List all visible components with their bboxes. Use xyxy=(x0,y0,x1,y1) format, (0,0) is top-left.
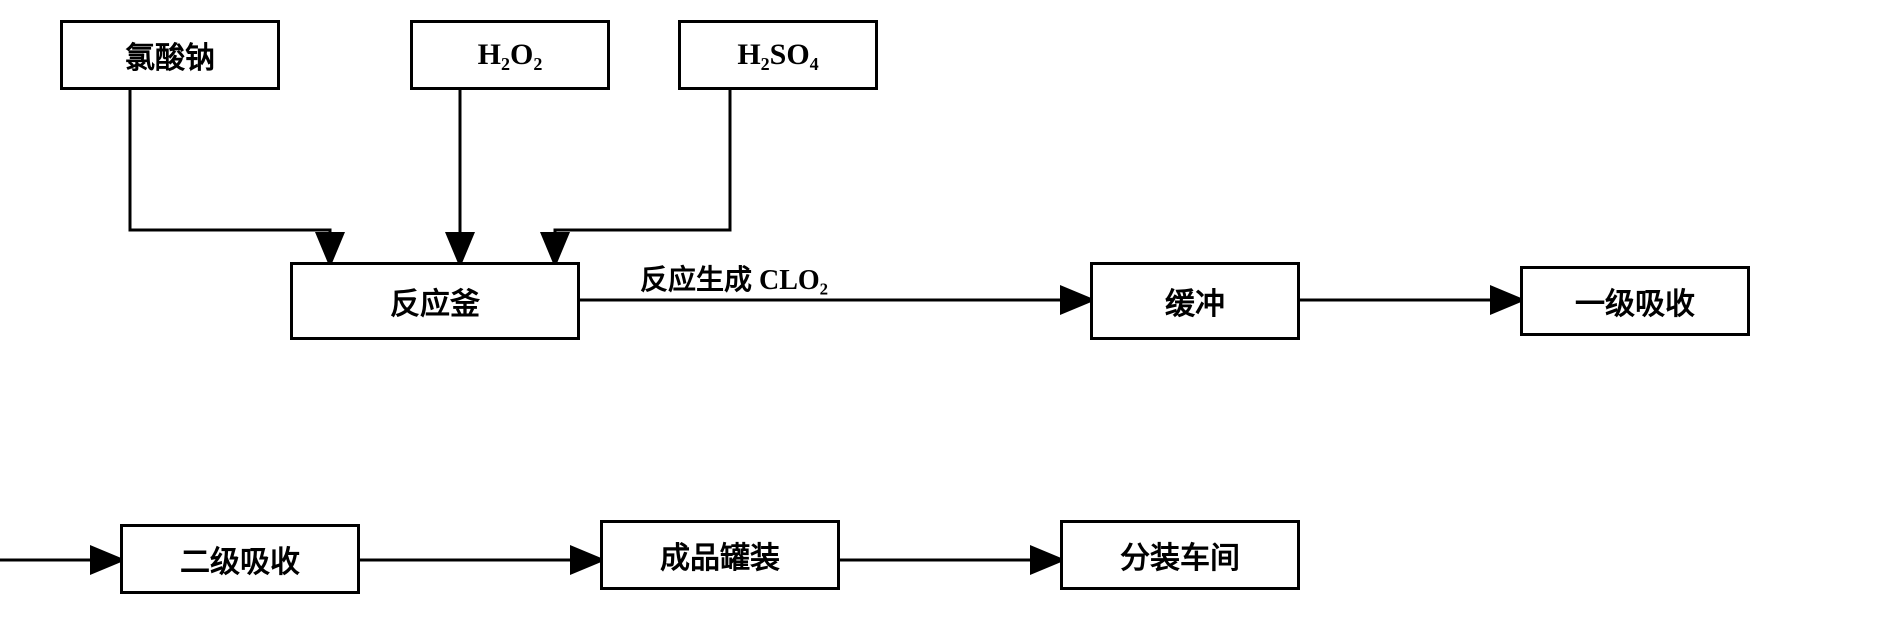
node-label: H₂SO₄ xyxy=(737,38,818,72)
node-input-h2so4: H₂SO₄ xyxy=(678,20,878,90)
node-label: 二级吸收 xyxy=(180,537,300,581)
node-buffer: 缓冲 xyxy=(1090,262,1300,340)
node-input-sodium-chlorate: 氯酸钠 xyxy=(60,20,280,90)
node-label: 氯酸钠 xyxy=(125,33,215,77)
node-label: H₂O₂ xyxy=(478,38,543,72)
node-finished-packaging: 成品罐装 xyxy=(600,520,840,590)
node-label: 分装车间 xyxy=(1120,533,1240,577)
node-label: 反应釜 xyxy=(390,279,480,323)
edge-label-reaction-product: 反应生成 CLO₂ xyxy=(640,258,828,298)
node-primary-absorption: 一级吸收 xyxy=(1520,266,1750,336)
node-sub-workshop: 分装车间 xyxy=(1060,520,1300,590)
node-label: 一级吸收 xyxy=(1575,279,1695,323)
node-reactor: 反应釜 xyxy=(290,262,580,340)
node-label: 成品罐装 xyxy=(660,533,780,577)
node-input-h2o2: H₂O₂ xyxy=(410,20,610,90)
node-secondary-absorption: 二级吸收 xyxy=(120,524,360,594)
node-label: 缓冲 xyxy=(1165,279,1225,323)
